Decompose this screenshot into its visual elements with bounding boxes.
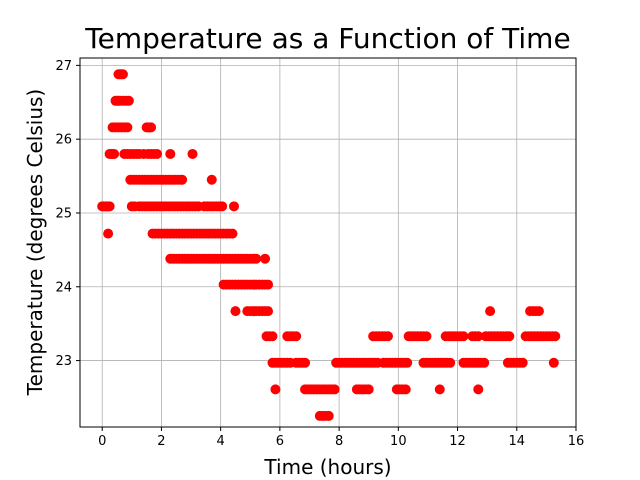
data-point: [228, 201, 239, 212]
x-tick-label: 12: [449, 434, 466, 449]
y-axis-label: Temperature (degrees Celsius): [23, 89, 47, 396]
data-point: [473, 331, 484, 342]
data-point: [123, 95, 134, 106]
data-point: [382, 331, 393, 342]
x-tick-label: 2: [157, 434, 165, 449]
data-points: [97, 69, 561, 421]
data-point: [104, 201, 115, 212]
data-point: [263, 279, 274, 290]
data-point: [402, 357, 413, 368]
data-point: [533, 306, 544, 317]
y-tick-label: 26: [55, 133, 72, 148]
data-point: [260, 253, 271, 264]
data-point: [445, 357, 456, 368]
data-point: [329, 384, 340, 395]
plot-area-frame: [79, 57, 577, 428]
data-point: [400, 384, 411, 395]
chart-title: Temperature as a Function of Time: [84, 22, 570, 55]
y-tick-label: 25: [55, 206, 72, 221]
data-point: [146, 122, 157, 133]
y-tick-label: 24: [55, 280, 72, 295]
x-tick-label: 10: [390, 434, 407, 449]
data-point: [217, 201, 228, 212]
data-point: [109, 148, 120, 159]
x-tick-label: 6: [276, 434, 284, 449]
data-point: [227, 228, 238, 239]
data-point: [434, 384, 445, 395]
data-point: [270, 384, 281, 395]
data-point: [103, 228, 114, 239]
data-point: [263, 306, 274, 317]
data-point: [151, 148, 162, 159]
x-tick-label: 14: [509, 434, 526, 449]
data-point: [363, 384, 374, 395]
data-point: [117, 69, 128, 80]
data-point: [230, 306, 241, 317]
data-point: [517, 357, 528, 368]
data-point: [458, 331, 469, 342]
x-tick-label: 4: [217, 434, 225, 449]
data-point: [485, 306, 496, 317]
y-tick-label: 27: [55, 59, 72, 74]
y-axis-ticks: 23 24 25 26 27: [55, 59, 80, 369]
grid-lines: [80, 58, 577, 427]
x-tick-label: 8: [335, 434, 343, 449]
data-point: [291, 331, 302, 342]
data-point: [479, 357, 490, 368]
x-tick-label: 0: [98, 434, 106, 449]
data-point: [473, 384, 484, 395]
data-point: [548, 357, 559, 368]
data-point: [251, 253, 262, 264]
data-point: [323, 410, 334, 421]
data-point: [300, 357, 311, 368]
x-tick-label: 16: [568, 434, 585, 449]
data-point: [165, 148, 176, 159]
data-point: [177, 174, 188, 185]
data-point: [550, 331, 561, 342]
data-point: [421, 331, 432, 342]
x-axis-label: Time (hours): [263, 455, 391, 479]
y-tick-label: 23: [55, 354, 72, 369]
data-point: [122, 122, 133, 133]
data-point: [206, 174, 217, 185]
data-point: [267, 331, 278, 342]
x-axis-ticks: 0 2 4 6 8 10 12 14 16: [98, 427, 584, 449]
data-point: [187, 148, 198, 159]
data-point: [504, 331, 515, 342]
